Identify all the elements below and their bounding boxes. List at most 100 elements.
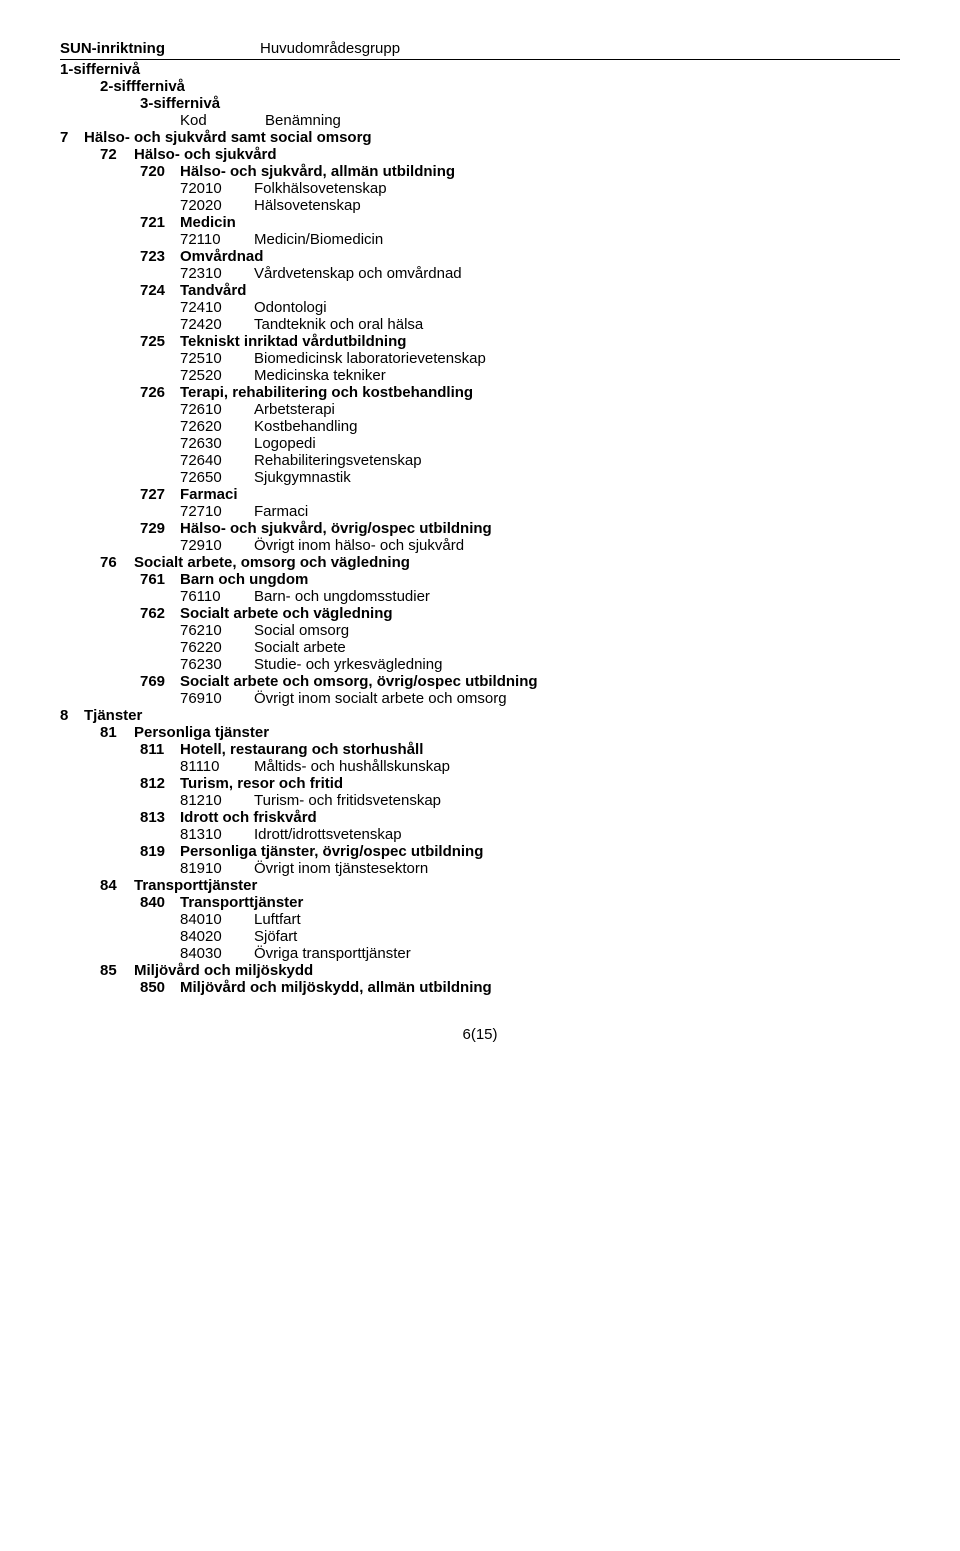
row-level3: 720Hälso- och sjukvård, allmän utbildnin…	[140, 163, 900, 180]
row-code: 76	[100, 554, 134, 571]
row-label: Rehabiliteringsvetenskap	[254, 452, 422, 469]
row-level5: 76210Social omsorg	[180, 622, 900, 639]
legend-level1: 1-siffernivå	[60, 61, 900, 78]
row-level3: 840Transporttjänster	[140, 894, 900, 911]
row-label: Socialt arbete	[254, 639, 346, 656]
row-code: 84020	[180, 928, 254, 945]
row-code: 72420	[180, 316, 254, 333]
row-code: 819	[140, 843, 180, 860]
row-level3: 762Socialt arbete och vägledning	[140, 605, 900, 622]
row-level5: 72910Övrigt inom hälso- och sjukvård	[180, 537, 900, 554]
row-code: 72	[100, 146, 134, 163]
row-label: Folkhälsovetenskap	[254, 180, 387, 197]
legend-level4-row: Kod Benämning	[180, 112, 900, 129]
row-label: Transporttjänster	[134, 877, 257, 894]
row-level2: 76Socialt arbete, omsorg och vägledning	[100, 554, 900, 571]
row-label: Personliga tjänster, övrig/ospec utbildn…	[180, 843, 483, 860]
row-label: Miljövård och miljöskydd	[134, 962, 313, 979]
row-level5: 76220Socialt arbete	[180, 639, 900, 656]
row-code: 81910	[180, 860, 254, 877]
row-level5: 72710Farmaci	[180, 503, 900, 520]
row-level5: 81910Övrigt inom tjänstesektorn	[180, 860, 900, 877]
row-label: Odontologi	[254, 299, 327, 316]
row-level3: 819Personliga tjänster, övrig/ospec utbi…	[140, 843, 900, 860]
row-code: 726	[140, 384, 180, 401]
row-code: 76910	[180, 690, 254, 707]
row-label: Socialt arbete och omsorg, övrig/ospec u…	[180, 673, 538, 690]
row-code: 723	[140, 248, 180, 265]
row-level5: 72610Arbetsterapi	[180, 401, 900, 418]
row-code: 725	[140, 333, 180, 350]
row-code: 72710	[180, 503, 254, 520]
row-label: Tjänster	[84, 707, 142, 724]
row-level3: 721Medicin	[140, 214, 900, 231]
row-code: 72640	[180, 452, 254, 469]
row-level3: 812Turism, resor och fritid	[140, 775, 900, 792]
row-level5: 72310Vårdvetenskap och omvårdnad	[180, 265, 900, 282]
row-code: 72650	[180, 469, 254, 486]
row-label: Övrigt inom hälso- och sjukvård	[254, 537, 464, 554]
row-level5: 84010Luftfart	[180, 911, 900, 928]
row-label: Kostbehandling	[254, 418, 357, 435]
row-code: 850	[140, 979, 180, 996]
row-code: 721	[140, 214, 180, 231]
row-code: 724	[140, 282, 180, 299]
row-code: 72020	[180, 197, 254, 214]
row-level5: 72420Tandteknik och oral hälsa	[180, 316, 900, 333]
row-level5: 84020Sjöfart	[180, 928, 900, 945]
row-level2: 85Miljövård och miljöskydd	[100, 962, 900, 979]
row-label: Tekniskt inriktad vårdutbildning	[180, 333, 406, 350]
row-level5: 72510Biomedicinsk laboratorievetenskap	[180, 350, 900, 367]
row-code: 813	[140, 809, 180, 826]
row-label: Terapi, rehabilitering och kostbehandlin…	[180, 384, 473, 401]
row-code: 840	[140, 894, 180, 911]
header-left: SUN-inriktning	[60, 40, 260, 57]
row-label: Studie- och yrkesvägledning	[254, 656, 442, 673]
row-label: Medicinska tekniker	[254, 367, 386, 384]
row-label: Farmaci	[254, 503, 308, 520]
row-level5: 81310Idrott/idrottsvetenskap	[180, 826, 900, 843]
row-label: Social omsorg	[254, 622, 349, 639]
row-code: 81	[100, 724, 134, 741]
row-label: Sjukgymnastik	[254, 469, 351, 486]
row-label: Logopedi	[254, 435, 316, 452]
row-level3: 761Barn och ungdom	[140, 571, 900, 588]
row-code: 769	[140, 673, 180, 690]
row-label: Transporttjänster	[180, 894, 303, 911]
row-code: 811	[140, 741, 180, 758]
row-label: Idrott och friskvård	[180, 809, 317, 826]
row-level3: 727Farmaci	[140, 486, 900, 503]
row-code: 76110	[180, 588, 254, 605]
row-code: 72410	[180, 299, 254, 316]
legend-kod: Kod	[180, 112, 265, 129]
row-code: 81110	[180, 758, 254, 775]
row-code: 72310	[180, 265, 254, 282]
row-code: 761	[140, 571, 180, 588]
row-code: 84010	[180, 911, 254, 928]
row-label: Medicin/Biomedicin	[254, 231, 383, 248]
row-label: Övriga transporttjänster	[254, 945, 411, 962]
row-label: Vårdvetenskap och omvårdnad	[254, 265, 462, 282]
row-label: Socialt arbete, omsorg och vägledning	[134, 554, 410, 571]
row-code: 762	[140, 605, 180, 622]
row-level3: 811Hotell, restaurang och storhushåll	[140, 741, 900, 758]
legend-benamning: Benämning	[265, 112, 341, 129]
row-label: Barn och ungdom	[180, 571, 308, 588]
row-level5: 76910Övrigt inom socialt arbete och omso…	[180, 690, 900, 707]
row-level1: 8Tjänster	[60, 707, 900, 724]
row-label: Övrigt inom tjänstesektorn	[254, 860, 428, 877]
row-code: 727	[140, 486, 180, 503]
row-code: 81210	[180, 792, 254, 809]
row-level5: 72620Kostbehandling	[180, 418, 900, 435]
row-label: Farmaci	[180, 486, 238, 503]
row-level5: 72410Odontologi	[180, 299, 900, 316]
row-code: 85	[100, 962, 134, 979]
row-level3: 850Miljövård och miljöskydd, allmän utbi…	[140, 979, 900, 996]
content: 7Hälso- och sjukvård samt social omsorg7…	[60, 129, 900, 996]
row-code: 72110	[180, 231, 254, 248]
row-level5: 81210Turism- och fritidsvetenskap	[180, 792, 900, 809]
row-code: 84	[100, 877, 134, 894]
row-level2: 72Hälso- och sjukvård	[100, 146, 900, 163]
row-code: 72620	[180, 418, 254, 435]
row-level3: 769Socialt arbete och omsorg, övrig/ospe…	[140, 673, 900, 690]
